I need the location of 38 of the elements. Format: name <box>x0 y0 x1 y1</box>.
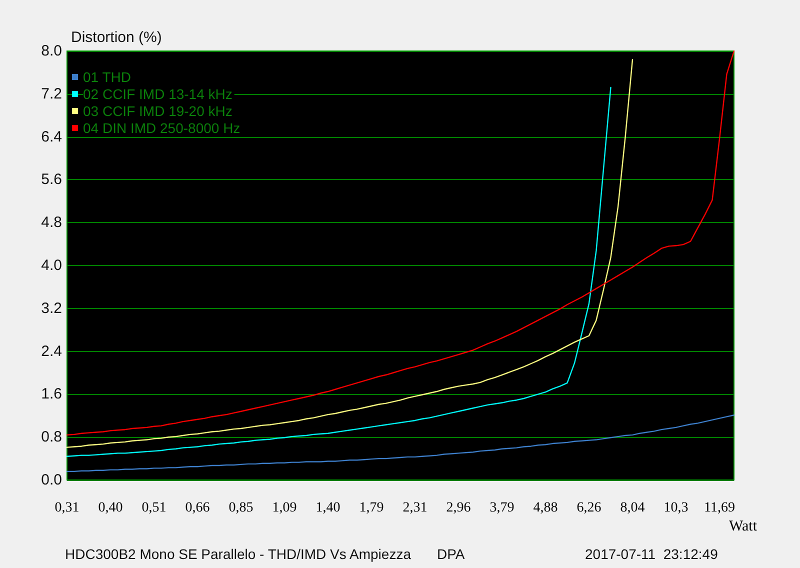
y-tick-label: 4.0 <box>41 257 62 274</box>
x-tick-label: 1,79 <box>359 500 384 516</box>
y-tick-label: 0.0 <box>41 472 62 488</box>
y-tick-label: 6.4 <box>41 128 62 146</box>
x-tick-label: 3,79 <box>490 500 514 516</box>
y-tick-label: 0.8 <box>41 428 62 446</box>
x-tick-label: 0,31 <box>54 500 80 516</box>
x-tick-label: 1,40 <box>316 500 340 516</box>
x-tick-label: 1,09 <box>272 500 297 516</box>
legend-label: 01 THD <box>83 69 131 85</box>
x-tick-label: 4,88 <box>533 500 558 516</box>
text: DPA <box>437 546 466 562</box>
legend-label: 04 DIN IMD 250-8000 Hz <box>83 120 240 136</box>
x-tick-label: 8,04 <box>620 500 645 516</box>
line-series <box>66 50 735 436</box>
x-tick-label: 2,31 <box>402 500 428 516</box>
y-tick-label: 2.4 <box>41 342 62 360</box>
x-axis-title: Watt <box>729 518 758 534</box>
y-tick-label: 5.6 <box>41 171 62 188</box>
x-tick-label: 6,26 <box>576 500 602 516</box>
text: HDC300B2 Mono SE Parallelo - THD/IMD Vs Ampiezza <box>65 546 412 562</box>
x-tick-label: 0,51 <box>142 500 166 516</box>
text: 2017-07-11 23:12:49 <box>585 546 718 562</box>
x-tick-label: 10,3 <box>664 500 688 516</box>
y-tick-label: 1.6 <box>41 386 62 403</box>
y-tick-label: 3.2 <box>41 300 62 317</box>
y-tick-label: 7.2 <box>41 85 62 102</box>
x-tick-label: 0,66 <box>185 500 210 516</box>
legend-label: 02 CCIF IMD 13-14 kHz <box>83 86 232 102</box>
x-tick-label: 0,40 <box>98 500 123 516</box>
y-tick-label: 4.8 <box>41 214 62 232</box>
y-axis-title: Distortion (%) <box>71 29 162 46</box>
x-tick-label: 0,85 <box>228 500 254 516</box>
legend-label: 03 CCIF IMD 19-20 kHz <box>83 103 232 119</box>
line-series <box>66 414 735 472</box>
y-tick-label: 8.0 <box>41 42 62 60</box>
x-tick-label: 11,69 <box>704 500 735 516</box>
x-tick-label: 2,96 <box>446 500 471 516</box>
